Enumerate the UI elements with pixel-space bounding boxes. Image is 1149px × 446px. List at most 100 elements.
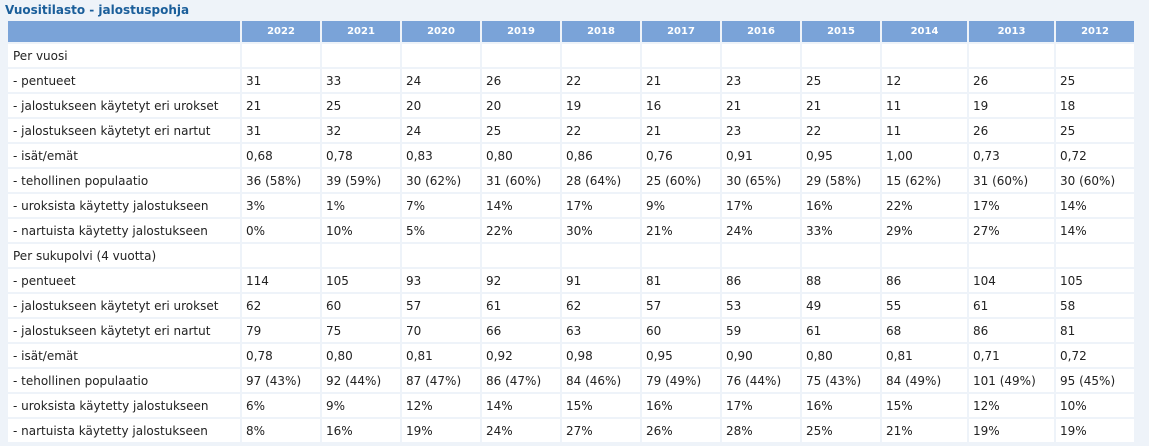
value-cell: 0,80 (482, 144, 560, 167)
value-cell: 60 (322, 294, 400, 317)
value-cell: 22% (882, 194, 967, 217)
year-header-2012: 2012 (1056, 21, 1134, 42)
value-cell: 22 (562, 119, 640, 142)
value-cell: 21 (242, 94, 320, 117)
value-cell: 16% (802, 194, 880, 217)
table-row: - jalostukseen käytetyt eri urokset 62 60 5… (8, 294, 1134, 317)
panel-title: Vuositilasto - jalostuspohja (5, 3, 190, 17)
value-cell: 75 (43%) (802, 369, 880, 392)
value-cell: 0,71 (969, 344, 1054, 367)
empty-cell (482, 44, 560, 67)
value-cell: 14% (1056, 194, 1134, 217)
table-row: - jalostukseen käytetyt eri nartut 31 32 24… (8, 119, 1134, 142)
year-header-2021: 2021 (322, 21, 400, 42)
row-label: - isät/emät (8, 144, 240, 167)
value-cell: 31 (242, 69, 320, 92)
value-cell: 60 (642, 319, 720, 342)
value-cell: 33 (322, 69, 400, 92)
value-cell: 32 (322, 119, 400, 142)
value-cell: 86 (47%) (482, 369, 560, 392)
value-cell: 11 (882, 94, 967, 117)
empty-cell (882, 44, 967, 67)
empty-cell (642, 244, 720, 267)
table-row: - isät/emät 0,78 0,80 0,81 0,92 0,98 0,95 0,90 0… (8, 344, 1134, 367)
value-cell: 21% (642, 219, 720, 242)
value-cell: 12 (882, 69, 967, 92)
value-cell: 1% (322, 194, 400, 217)
value-cell: 30% (562, 219, 640, 242)
value-cell: 23 (722, 119, 800, 142)
section-heading-row: Per sukupolvi (4 vuotta) (8, 244, 1134, 267)
value-cell: 31 (242, 119, 320, 142)
value-cell: 84 (46%) (562, 369, 640, 392)
value-cell: 12% (969, 394, 1054, 417)
empty-cell (242, 244, 320, 267)
value-cell: 22 (802, 119, 880, 142)
value-cell: 79 (242, 319, 320, 342)
value-cell: 24 (402, 119, 480, 142)
value-cell: 29% (882, 219, 967, 242)
empty-cell (482, 244, 560, 267)
value-cell: 19% (1056, 419, 1134, 442)
value-cell: 0% (242, 219, 320, 242)
value-cell: 33% (802, 219, 880, 242)
value-cell: 0,90 (722, 344, 800, 367)
value-cell: 14% (482, 394, 560, 417)
row-label: - uroksista käytetty jalostukseen (8, 394, 240, 417)
empty-cell (882, 244, 967, 267)
value-cell: 62 (562, 294, 640, 317)
row-label: - tehollinen populaatio (8, 169, 240, 192)
value-cell: 0,95 (642, 344, 720, 367)
value-cell: 9% (642, 194, 720, 217)
value-cell: 0,78 (322, 144, 400, 167)
value-cell: 31 (60%) (482, 169, 560, 192)
year-header-2015: 2015 (802, 21, 880, 42)
value-cell: 26% (642, 419, 720, 442)
year-header-2017: 2017 (642, 21, 720, 42)
value-cell: 11 (882, 119, 967, 142)
row-label: - pentueet (8, 69, 240, 92)
value-cell: 0,86 (562, 144, 640, 167)
value-cell: 105 (322, 269, 400, 292)
value-cell: 24 (402, 69, 480, 92)
value-cell: 62 (242, 294, 320, 317)
value-cell: 8% (242, 419, 320, 442)
value-cell: 15% (562, 394, 640, 417)
value-cell: 10% (322, 219, 400, 242)
table-row: - nartuista käytetty jalostukseen 8% 16% 19… (8, 419, 1134, 442)
value-cell: 17% (722, 394, 800, 417)
value-cell: 31 (60%) (969, 169, 1054, 192)
value-cell: 59 (722, 319, 800, 342)
value-cell: 24% (482, 419, 560, 442)
value-cell: 53 (722, 294, 800, 317)
value-cell: 16% (802, 394, 880, 417)
row-label: - jalostukseen käytetyt eri urokset (8, 294, 240, 317)
row-label: - uroksista käytetty jalostukseen (8, 194, 240, 217)
value-cell: 1,00 (882, 144, 967, 167)
year-header-2013: 2013 (969, 21, 1054, 42)
empty-cell (322, 244, 400, 267)
value-cell: 0,72 (1056, 144, 1134, 167)
value-cell: 0,73 (969, 144, 1054, 167)
value-cell: 24% (722, 219, 800, 242)
value-cell: 0,72 (1056, 344, 1134, 367)
value-cell: 6% (242, 394, 320, 417)
value-cell: 14% (1056, 219, 1134, 242)
value-cell: 21 (802, 94, 880, 117)
table-row: - tehollinen populaatio 36 (58%) 39 (59%) 3… (8, 169, 1134, 192)
value-cell: 0,83 (402, 144, 480, 167)
row-label: - jalostukseen käytetyt eri nartut (8, 119, 240, 142)
value-cell: 22 (562, 69, 640, 92)
value-cell: 81 (642, 269, 720, 292)
value-cell: 55 (882, 294, 967, 317)
value-cell: 86 (969, 319, 1054, 342)
value-cell: 25% (802, 419, 880, 442)
table-row: - pentueet 114 105 93 92 91 81 86 88 86 104 105 (8, 269, 1134, 292)
value-cell: 61 (969, 294, 1054, 317)
empty-cell (802, 44, 880, 67)
value-cell: 75 (322, 319, 400, 342)
value-cell: 61 (802, 319, 880, 342)
value-cell: 25 (1056, 69, 1134, 92)
value-cell: 15% (882, 394, 967, 417)
value-cell: 19% (402, 419, 480, 442)
